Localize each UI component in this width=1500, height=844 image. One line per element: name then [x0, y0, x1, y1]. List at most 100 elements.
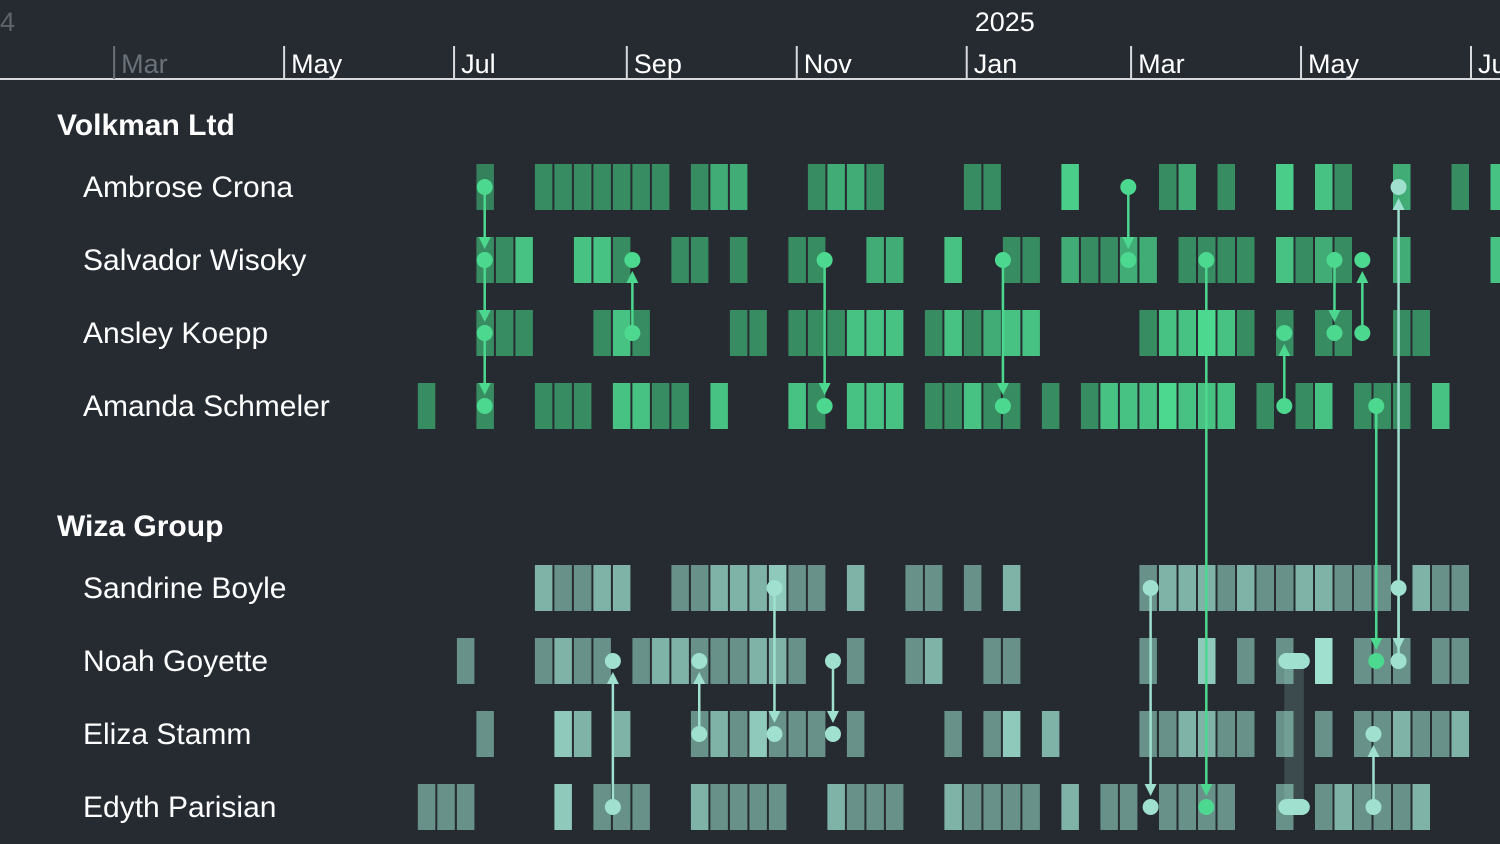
- activity-bar: [788, 383, 806, 429]
- activity-bar: [846, 164, 865, 210]
- transfer-arrowhead: [768, 711, 781, 723]
- activity-bar: [1217, 383, 1235, 429]
- activity-bar: [612, 237, 631, 283]
- activity-bar: [1002, 711, 1021, 757]
- activity-bar: [1295, 565, 1313, 611]
- transfer-origin-dot: [1354, 325, 1371, 341]
- activity-bar: [1412, 784, 1430, 830]
- activity-bar: [593, 310, 611, 356]
- person-label: Sandrine Boyle: [83, 572, 286, 605]
- activity-bar: [1373, 711, 1391, 757]
- activity-bar: [612, 784, 631, 830]
- month-label: Sep: [634, 49, 682, 79]
- activity-bar: [710, 565, 728, 611]
- transfer-arrowhead: [1328, 310, 1341, 322]
- activity-bar: [1217, 784, 1235, 830]
- activity-bar: [690, 164, 709, 210]
- activity-bar: [534, 164, 553, 210]
- person-label: Noah Goyette: [83, 645, 268, 678]
- transfer-target-dot: [1390, 653, 1407, 669]
- activity-bar: [612, 310, 631, 356]
- activity-bar: [1100, 383, 1118, 429]
- transfer-origin-dot: [1365, 799, 1382, 815]
- activity-bar: [1315, 711, 1333, 757]
- activity-bar: [612, 711, 631, 757]
- activity-bar: [1217, 310, 1235, 356]
- activity-bar: [1159, 711, 1177, 757]
- transfer-arrowhead: [1122, 237, 1135, 249]
- activity-bar: [554, 784, 572, 830]
- activity-bar: [1237, 237, 1255, 283]
- activity-bar: [1061, 164, 1079, 210]
- activity-bar: [1022, 310, 1040, 356]
- meeting-band: [1284, 661, 1304, 807]
- transfer-origin-dot: [1120, 179, 1137, 195]
- time-axis: 20242025JanMarMayJulSepNovJanMarMayJul: [0, 7, 1500, 80]
- transfer-target-dot: [1365, 726, 1382, 742]
- activity-bar: [437, 784, 455, 830]
- transfer-origin-dot: [1390, 580, 1407, 596]
- activity-bar: [827, 310, 845, 356]
- meeting-pill: [1278, 653, 1310, 669]
- activity-bar: [671, 383, 689, 429]
- activity-bar: [944, 711, 962, 757]
- activity-bar: [963, 164, 982, 210]
- activity-bar: [1432, 383, 1450, 429]
- transfer-origin-dot: [1198, 252, 1215, 268]
- activity-bar: [885, 784, 904, 830]
- group-label: Wiza Group: [57, 510, 223, 543]
- activity-bar: [866, 310, 884, 356]
- activity-bar: [1159, 310, 1177, 356]
- activity-bar: [924, 383, 943, 429]
- transfer-links: [476, 179, 1407, 815]
- activity-bar: [924, 310, 943, 356]
- month-label: Jul: [1478, 49, 1500, 79]
- activity-bar: [710, 383, 728, 429]
- activity-bar: [1002, 565, 1021, 611]
- activity-bar: [1315, 383, 1333, 429]
- transfer-origin-dot: [604, 799, 621, 815]
- activity-bar: [456, 784, 475, 830]
- activity-bar: [729, 310, 748, 356]
- row-labels: Volkman Ltd Ambrose Crona Salvador Wisoky A…: [57, 109, 330, 824]
- activity-bar: [573, 237, 592, 283]
- activity-bar: [1315, 784, 1333, 830]
- transfer-origin-dot: [1142, 580, 1159, 596]
- activity-bar: [983, 711, 1001, 757]
- person-label: Salvador Wisoky: [83, 244, 306, 277]
- transfer-target-dot: [994, 398, 1011, 414]
- activity-bar: [885, 310, 904, 356]
- transfer-arrowhead: [826, 711, 839, 723]
- activity-bar: [1451, 638, 1469, 684]
- activity-bar: [1451, 164, 1469, 210]
- activity-bar: [1256, 565, 1274, 611]
- activity-bar: [593, 784, 611, 830]
- transfer-arrowhead: [818, 383, 831, 395]
- activity-bar: [1354, 383, 1372, 429]
- activity-bar: [1393, 711, 1411, 757]
- activity-bar: [1451, 565, 1469, 611]
- transfer-target-dot: [1390, 179, 1407, 195]
- activity-bar: [456, 638, 475, 684]
- activity-bar: [963, 310, 982, 356]
- transfer-origin-dot: [1326, 252, 1343, 268]
- activity-bar: [924, 565, 943, 611]
- activity-bar: [1217, 711, 1235, 757]
- activity-bar: [534, 565, 553, 611]
- activity-bar: [905, 638, 923, 684]
- activity-bar: [1334, 164, 1352, 210]
- month-label: Jan: [974, 49, 1018, 79]
- activity-bar: [729, 711, 748, 757]
- activity-bar: [476, 711, 494, 757]
- activity-bar: [1354, 711, 1372, 757]
- activity-bar: [1412, 310, 1430, 356]
- activity-bar: [612, 164, 631, 210]
- activity-bar: [593, 164, 611, 210]
- transfer-target-dot: [1198, 799, 1215, 815]
- transfer-target-dot: [816, 398, 833, 414]
- activity-bar: [729, 164, 748, 210]
- activity-bar: [1334, 784, 1352, 830]
- activity-bar: [1276, 565, 1294, 611]
- activity-bar: [1178, 164, 1196, 210]
- transfer-target-dot: [624, 252, 641, 268]
